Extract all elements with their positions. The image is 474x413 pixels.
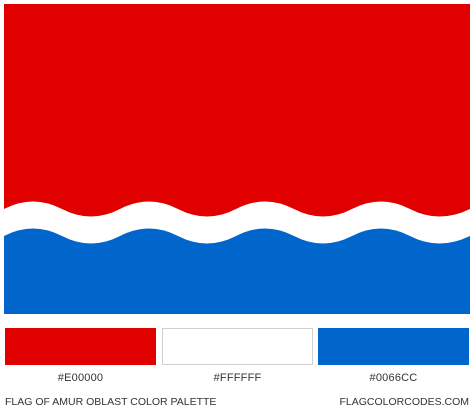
swatch-blue	[318, 328, 469, 365]
amur-oblast-flag	[4, 4, 470, 314]
flag-blue-field	[4, 228, 470, 314]
hex-code-red: #E00000	[57, 372, 104, 384]
hex-code-white: #FFFFFF	[213, 372, 262, 384]
palette-title: FLAG OF AMUR OBLAST COLOR PALETTE	[5, 396, 217, 408]
site-name: FLAGCOLORCODES.COM	[339, 396, 469, 408]
swatch-red	[5, 328, 156, 365]
hex-code-blue: #0066CC	[369, 372, 418, 384]
swatch-white	[162, 328, 313, 365]
